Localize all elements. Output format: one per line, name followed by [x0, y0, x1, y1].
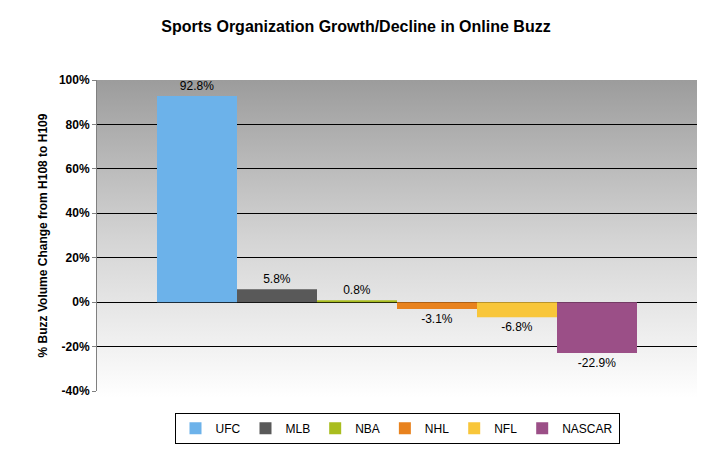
svg-text:-20%: -20%	[62, 340, 90, 354]
svg-text:MLB: MLB	[285, 422, 310, 436]
svg-text:UFC: UFC	[216, 422, 241, 436]
svg-text:NBA: NBA	[355, 422, 380, 436]
svg-text:100%: 100%	[59, 73, 90, 87]
svg-text:NASCAR: NASCAR	[562, 422, 612, 436]
svg-text:20%: 20%	[66, 251, 90, 265]
svg-text:% Buzz Volume Change from H108: % Buzz Volume Change from H108 to H109	[36, 113, 50, 357]
svg-text:92.8%: 92.8%	[180, 79, 214, 93]
svg-text:-3.1%: -3.1%	[421, 312, 453, 326]
svg-text:NHL: NHL	[425, 422, 449, 436]
svg-text:-6.8%: -6.8%	[501, 320, 533, 334]
svg-text:80%: 80%	[66, 118, 90, 132]
svg-text:NFL: NFL	[494, 422, 517, 436]
svg-text:40%: 40%	[66, 206, 90, 220]
svg-text:0%: 0%	[72, 295, 90, 309]
svg-text:60%: 60%	[66, 162, 90, 176]
svg-text:5.8%: 5.8%	[263, 272, 291, 286]
svg-text:0.8%: 0.8%	[343, 283, 371, 297]
svg-text:-40%: -40%	[62, 384, 90, 398]
svg-text:-22.9%: -22.9%	[578, 356, 616, 370]
svg-text:Sports Organization Growth/Dec: Sports Organization Growth/Decline in On…	[161, 18, 550, 35]
